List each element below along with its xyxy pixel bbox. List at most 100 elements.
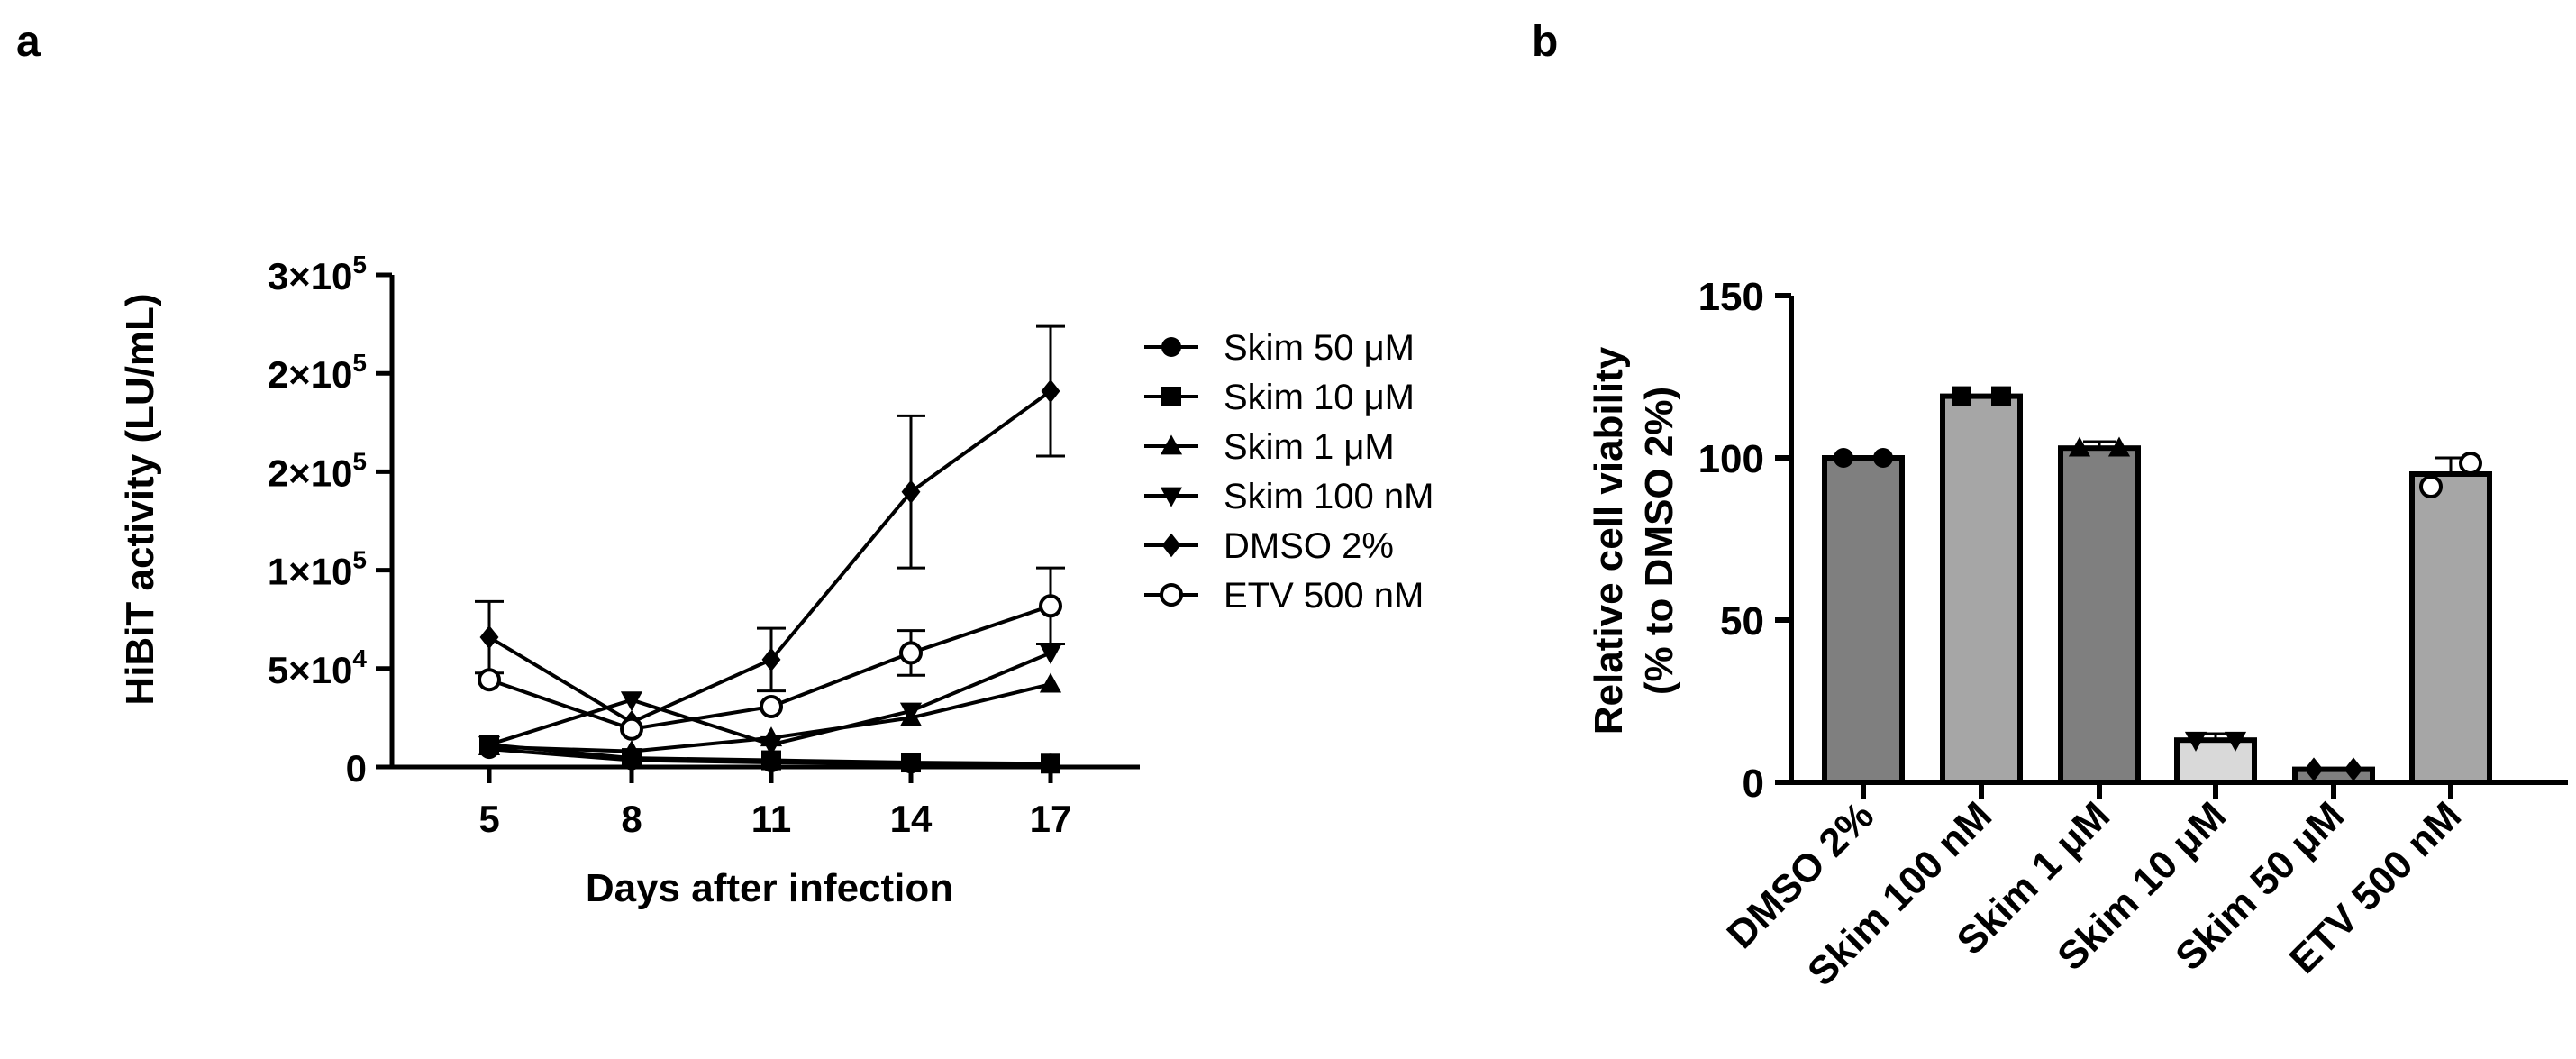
- bar-rect: [2174, 737, 2257, 786]
- replicate-point: [1834, 448, 1853, 468]
- legend-marker: [1160, 487, 1183, 507]
- legend-marker: [1161, 387, 1181, 406]
- data-point: [478, 735, 501, 756]
- data-point: [620, 717, 643, 741]
- replicate-point: [1991, 386, 2011, 406]
- y-tick-base: 3×10: [268, 255, 353, 297]
- x-tick-labels: 5 8 11 14 17: [478, 798, 1071, 840]
- legend-item-skim-100-nm: Skim 100 nM: [1144, 477, 1434, 516]
- x-axis-label: Days after infection: [586, 866, 953, 910]
- legend-item-etv-500-nm: ETV 500 nM: [1144, 576, 1424, 616]
- replicate-point: [1952, 386, 1971, 406]
- y-tick-exponent: 5: [352, 251, 367, 278]
- legend-label: Skim 50 μM: [1224, 328, 1415, 368]
- y-tick-base: 5×10: [268, 649, 353, 691]
- data-point: [620, 691, 643, 712]
- legend-marker: [1161, 337, 1181, 357]
- legend-marker: [1160, 583, 1183, 607]
- y-tick-label: 0: [1743, 762, 1764, 806]
- y-tick-label: 3×105: [268, 251, 367, 297]
- bar-skim-1-um: [2058, 436, 2141, 785]
- y-axis-label: HiBiT activity (LU/mL): [118, 293, 162, 705]
- y-tick-label: 1×105: [268, 546, 367, 593]
- legend-label: ETV 500 nM: [1224, 576, 1424, 616]
- data-point: [1039, 594, 1062, 618]
- panel-label-a: a: [16, 18, 41, 66]
- y-tick-base: 2×10: [268, 353, 353, 396]
- bar-etv-500-nm: [2409, 452, 2492, 785]
- legend-label: Skim 10 μM: [1224, 378, 1415, 417]
- bar-skim-10-um: [2174, 731, 2257, 786]
- bar-chart-panel-b: Relative cell viability (% to DMSO 2%) 0…: [1587, 275, 2568, 995]
- bar-dmso-2pct: [1822, 448, 1905, 785]
- bar-rect: [1822, 455, 1905, 785]
- bar-skim-100-nm: [1940, 386, 2023, 785]
- data-point: [620, 739, 643, 760]
- legend-item-skim-10-um: Skim 10 μM: [1144, 378, 1415, 417]
- y-tick-label: 0: [346, 747, 367, 790]
- data-point: [478, 668, 501, 692]
- y-tick-label: 100: [1698, 437, 1764, 481]
- y-tick-base: 0: [346, 747, 367, 790]
- y-tick-exponent: 5: [352, 447, 367, 475]
- y-tick-labels: 0 50 100 150: [1698, 275, 1764, 806]
- data-point: [899, 641, 923, 665]
- y-axis-label-line1: Relative cell viability: [1587, 346, 1631, 735]
- y-tick-exponent: 5: [352, 546, 367, 574]
- replicate-point: [1873, 448, 1893, 468]
- y-tick-base: 2×10: [268, 452, 353, 494]
- y-tick-label: 2×105: [268, 349, 367, 396]
- replicate-point: [2224, 731, 2247, 752]
- x-tick-label: 8: [621, 798, 642, 840]
- data-point: [1041, 379, 1060, 404]
- data-point: [760, 694, 783, 718]
- y-tick-label: 150: [1698, 275, 1764, 319]
- data-point: [479, 625, 499, 650]
- replicate-point: [2459, 452, 2482, 475]
- legend-label: Skim 100 nM: [1224, 477, 1434, 516]
- legend: Skim 50 μM Skim 10 μM Skim 1 μM Skim 100 nM…: [1144, 328, 1434, 616]
- panel-label-b: b: [1532, 18, 1558, 66]
- series-dmso-2pct: [475, 324, 1065, 735]
- series-etv-500-nm: [478, 566, 1065, 741]
- axes: [376, 272, 1140, 783]
- legend-item-skim-50-um: Skim 50 μM: [1144, 328, 1415, 368]
- replicate-point: [2344, 757, 2363, 781]
- y-tick-exponent: 4: [352, 644, 367, 672]
- series-skim-100-nm: [478, 644, 1062, 756]
- legend-marker: [1161, 533, 1181, 558]
- bars: [1822, 386, 2492, 786]
- y-tick-label: 5×104: [268, 644, 368, 691]
- y-tick-label: 50: [1720, 599, 1764, 644]
- bar-rect: [1940, 393, 2023, 785]
- legend-item-dmso-2pct: DMSO 2%: [1144, 526, 1394, 566]
- replicate-point: [2419, 475, 2443, 498]
- data-point: [899, 702, 923, 723]
- legend-marker: [1160, 434, 1183, 455]
- replicate-point: [2068, 436, 2091, 457]
- x-tick-label: 11: [751, 798, 791, 840]
- y-tick-base: 1×10: [268, 551, 353, 593]
- y-tick-label: 2×105: [268, 447, 367, 494]
- y-axis-label-line2: (% to DMSO 2%): [1637, 387, 1681, 695]
- data-point: [1039, 644, 1062, 665]
- replicate-point: [2304, 757, 2324, 781]
- legend-label: Skim 1 μM: [1224, 427, 1395, 467]
- replicate-point: [2107, 436, 2131, 457]
- x-tick-label: 14: [890, 798, 933, 840]
- legend-item-skim-1-um: Skim 1 μM: [1144, 427, 1395, 467]
- legend-label: DMSO 2%: [1224, 526, 1394, 566]
- axes: [1775, 293, 2568, 799]
- data-point: [760, 735, 783, 756]
- replicate-point: [2184, 731, 2207, 752]
- data-point: [1039, 672, 1062, 693]
- bar-rect: [2058, 445, 2141, 785]
- bar-skim-50-um: [2292, 757, 2375, 785]
- x-tick-label: 5: [478, 798, 499, 840]
- data-point: [761, 647, 781, 672]
- series-group: [475, 324, 1065, 774]
